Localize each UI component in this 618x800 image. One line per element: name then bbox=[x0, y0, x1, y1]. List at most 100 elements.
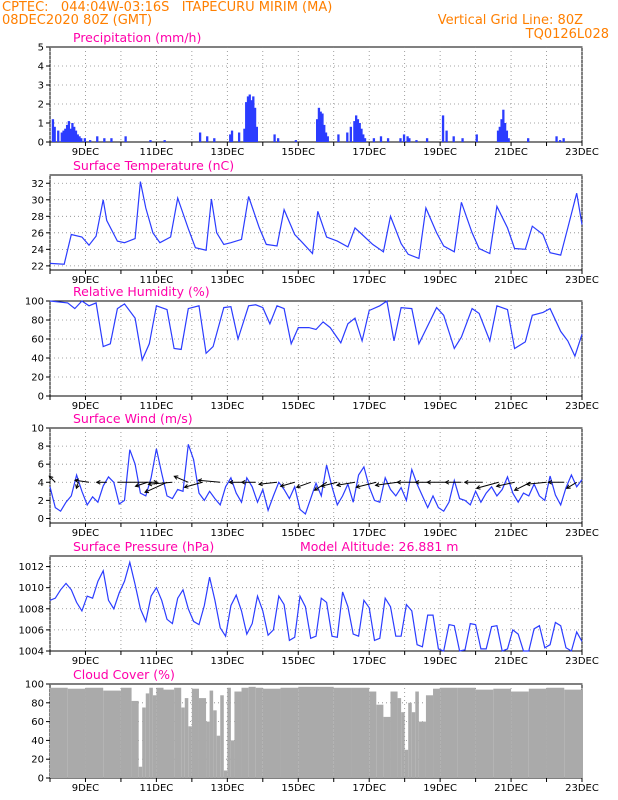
precipitation-mm-h-bar bbox=[62, 130, 65, 142]
wind-arrow-head bbox=[48, 475, 54, 481]
panel-4-ytick-label: 4 bbox=[38, 478, 44, 489]
panel-6-xtick-label: 21DEC bbox=[494, 783, 528, 794]
panel-1-xtick-label: 11DEC bbox=[140, 147, 174, 158]
panel-2-xtick-label: 17DEC bbox=[352, 275, 386, 286]
precipitation-mm-h-bar bbox=[319, 111, 322, 142]
cloud-cover-bar bbox=[511, 691, 529, 778]
panel-3-title: Relative Humidity (%) bbox=[73, 284, 210, 299]
cloud-cover-bar bbox=[408, 702, 412, 778]
precipitation-mm-h-bar bbox=[255, 126, 259, 142]
panel-5-xtick-label: 13DEC bbox=[210, 656, 244, 667]
panel-1-ytick-label: 3 bbox=[38, 81, 44, 92]
panel-6-ytick-label: 60 bbox=[31, 717, 44, 728]
precipitation-mm-h-bar bbox=[246, 96, 250, 142]
panel-2-xtick-label: 23DEC bbox=[565, 275, 599, 286]
wind-arrow-head bbox=[565, 484, 571, 489]
wind-arrow-head bbox=[396, 479, 402, 485]
cloud-cover-bar bbox=[85, 687, 104, 778]
panel-4-ytick-label: 6 bbox=[38, 460, 44, 471]
panel-1-xtick-label: 13DEC bbox=[210, 147, 244, 158]
cloud-cover-bar bbox=[528, 688, 547, 778]
panel-5-subtitle: Model Altitude: 26.881 m bbox=[300, 539, 458, 554]
precipitation-mm-h-bar bbox=[124, 136, 127, 142]
precipitation-mm-h-bar bbox=[505, 130, 509, 142]
panel-2-xtick-label: 19DEC bbox=[423, 275, 457, 286]
cloud-cover-bar bbox=[206, 721, 210, 778]
panel-3-ytick-label: 0 bbox=[38, 392, 44, 403]
panel-3-xtick-label: 15DEC bbox=[281, 401, 315, 412]
cloud-cover-bar bbox=[316, 686, 334, 778]
wind-arrow bbox=[321, 481, 338, 487]
wind-arrow-head bbox=[197, 478, 203, 483]
cloud-cover-bar bbox=[216, 735, 221, 778]
cloud-cover-bar bbox=[255, 687, 263, 778]
precipitation-mm-h-bar bbox=[558, 140, 562, 142]
precipitation-mm-h-bar bbox=[317, 107, 321, 142]
panel-5-ytick-label: 1006 bbox=[19, 625, 44, 636]
precipitation-mm-h-bar bbox=[237, 132, 241, 142]
header-grid-line: Vertical Grid Line: 80Z bbox=[437, 13, 583, 28]
cloud-cover-bar bbox=[582, 688, 583, 778]
cloud-cover-bar bbox=[67, 688, 86, 778]
wind-arrow bbox=[280, 481, 295, 487]
panel-3-ytick-label: 60 bbox=[31, 335, 44, 346]
cloud-cover-bar bbox=[411, 712, 416, 778]
precipitation-mm-h-bar bbox=[83, 138, 86, 142]
cloud-cover-bar bbox=[230, 740, 235, 778]
header-model: TQ0126L028 bbox=[525, 27, 609, 42]
wind-arrow bbox=[526, 481, 547, 485]
panel-5-xtick-label: 23DEC bbox=[565, 656, 599, 667]
precipitation-mm-h-bar bbox=[248, 94, 251, 142]
cloud-cover-bar bbox=[351, 687, 370, 778]
precipitation-mm-h-bar bbox=[229, 134, 232, 142]
cloud-cover-bar bbox=[120, 687, 132, 778]
precipitation-mm-h-bar bbox=[69, 128, 72, 142]
precipitation-mm-h-bar bbox=[362, 134, 365, 142]
panel-3-ytick-label: 20 bbox=[31, 373, 44, 384]
precipitation-mm-h-bar bbox=[213, 138, 216, 142]
wind-arrow-head bbox=[95, 479, 101, 485]
cloud-cover-bar bbox=[163, 689, 175, 778]
panel-1-ytick-label: 4 bbox=[38, 62, 44, 73]
precipitation-mm-h-bar bbox=[356, 119, 360, 142]
panel-5-ytick-label: 1012 bbox=[19, 562, 44, 573]
precipitation-mm-h-bar bbox=[53, 126, 56, 142]
precipitation-mm-h-bar bbox=[555, 136, 558, 142]
wind-arrow-head bbox=[335, 482, 341, 488]
precipitation-mm-h-bar bbox=[65, 124, 69, 142]
panel-1-ytick-label: 5 bbox=[38, 43, 44, 54]
wind-arrow-head bbox=[355, 484, 361, 489]
panel-1-xtick-label: 15DEC bbox=[281, 147, 315, 158]
precipitation-mm-h-bar bbox=[253, 107, 257, 142]
panel-3-xtick-label: 19DEC bbox=[423, 401, 457, 412]
wind-arrow bbox=[74, 479, 90, 483]
panel-2-ytick-label: 32 bbox=[31, 179, 44, 190]
panel-5-xtick-label: 21DEC bbox=[494, 656, 528, 667]
wind-arrow-head bbox=[426, 479, 431, 485]
cloud-cover-bar bbox=[397, 698, 402, 778]
cloud-cover-bar bbox=[50, 687, 68, 778]
precipitation-mm-h-bar bbox=[355, 115, 358, 142]
panel-2-xtick-label: 15DEC bbox=[281, 275, 315, 286]
cloud-cover-bar bbox=[401, 712, 405, 778]
panel-5-xtick-label: 11DEC bbox=[140, 656, 174, 667]
panel-1-xtick-label: 23DEC bbox=[565, 147, 599, 158]
panel-4-xtick-label: 11DEC bbox=[140, 528, 174, 539]
precipitation-mm-h-bar bbox=[503, 123, 507, 142]
panel-5-frame bbox=[49, 555, 583, 652]
panel-1-ytick-label: 2 bbox=[38, 100, 44, 111]
precipitation-mm-h-bar bbox=[323, 124, 326, 142]
wind-arrow-head bbox=[228, 479, 234, 485]
relative-humidity-line bbox=[49, 299, 583, 362]
precipitation-mm-h-bar bbox=[76, 134, 79, 142]
cloud-cover-bar bbox=[152, 695, 157, 778]
cloud-cover-bar bbox=[181, 707, 185, 778]
wind-arrow-head bbox=[463, 479, 469, 485]
panel-6-xtick-label: 23DEC bbox=[565, 783, 599, 794]
precipitation-mm-h-bar bbox=[80, 138, 83, 142]
panel-4-xtick-label: 19DEC bbox=[423, 528, 457, 539]
surface-temperature-nc-line bbox=[49, 181, 583, 265]
panel-6-xtick-label: 17DEC bbox=[352, 783, 386, 794]
cloud-cover-bar bbox=[174, 687, 182, 778]
